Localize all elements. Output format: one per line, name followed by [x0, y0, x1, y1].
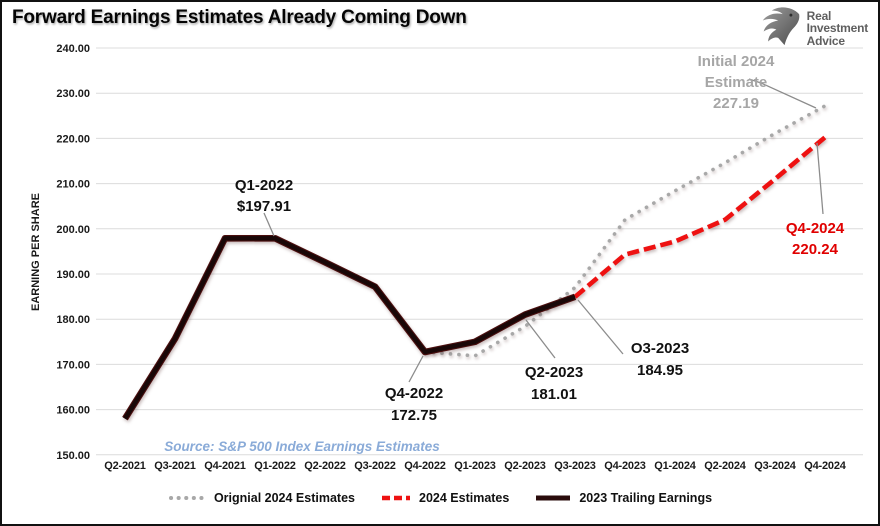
x-tick-label: Q4-2022	[404, 460, 445, 472]
x-tick-label: Q3-2023	[554, 460, 595, 472]
brand-line: Advice	[806, 33, 845, 48]
annotation-q2-2023: Q2-2023 181.01	[525, 364, 583, 403]
annotation-leader-q4-2022	[408, 355, 424, 383]
x-tick-label: Q3-2024	[754, 460, 796, 472]
x-tick-label: Q4-2024	[804, 460, 846, 472]
annotation-initial-2024-estimate: Initial 2024 Estimate 227.19	[698, 53, 775, 112]
y-tick-label: 210.00	[56, 179, 90, 191]
y-tick-label: 240.00	[56, 43, 90, 55]
chart-title: Forward Earnings Estimates Already Comin…	[12, 7, 467, 28]
series-solid	[122, 234, 577, 421]
series-dotted	[423, 104, 827, 358]
y-tick-label: 190.00	[56, 269, 90, 281]
brand-line: Real	[806, 8, 832, 23]
brand-logo: Real Investment Advice	[758, 6, 868, 51]
y-tick-label: 160.00	[56, 405, 90, 417]
x-tick-label: Q2-2024	[704, 460, 746, 472]
x-tick-label: Q2-2023	[504, 460, 545, 472]
legend-label: 2023 Trailing Earnings	[579, 491, 713, 505]
x-tick-label: Q3-2021	[154, 460, 195, 472]
x-tick-label: Q2-2022	[304, 460, 345, 472]
x-tick-label: Q1-2023	[454, 460, 495, 472]
legend-label: Orignial 2024 Estimates	[213, 491, 355, 505]
eagle-icon	[758, 6, 802, 51]
y-tick-label: 230.00	[56, 88, 90, 100]
y-tick-label: 150.00	[56, 450, 90, 462]
annotation-leader-q4-2024	[816, 142, 824, 215]
legend-marker-dotted	[168, 496, 207, 500]
annotation-o3-2023: O3-2023 184.95	[631, 340, 689, 379]
annotation-q4-2024: Q4-2024 220.24	[786, 220, 845, 258]
x-tick-label: Q1-2024	[654, 460, 696, 472]
series-solid-core	[123, 236, 576, 420]
y-tick-label: 180.00	[56, 314, 90, 326]
legend-item-2: 2024 Estimates	[379, 491, 509, 505]
x-tick-label: Q2-2021	[104, 460, 145, 472]
x-tick-label: Q1-2022	[254, 460, 295, 472]
legend-marker-solid	[536, 495, 571, 501]
y-tick-label: 170.00	[56, 359, 90, 371]
x-tick-label: Q4-2021	[204, 460, 245, 472]
series-dashed	[573, 135, 827, 299]
brand-line: Investment	[806, 21, 869, 36]
x-tick-label: Q4-2023	[604, 460, 645, 472]
chart-legend: Orignial 2024 Estimates 2024 Estimates 202…	[2, 491, 878, 505]
x-tick-label: Q3-2022	[354, 460, 395, 472]
legend-item-1: Orignial 2024 Estimates	[168, 491, 355, 505]
legend-label: 2024 Estimates	[419, 491, 510, 505]
source-note: Source: S&P 500 Index Earnings Estimates	[164, 439, 440, 454]
annotation-leader-q2-2023	[525, 319, 556, 359]
annotation-q1-2022: Q1-2022 $197.91	[235, 177, 293, 215]
annotation-leader-q1-2022	[263, 212, 275, 237]
y-tick-label: 200.00	[56, 224, 90, 236]
y-axis-title: EARNING PER SHARE	[30, 193, 42, 311]
legend-item-3: 2023 Trailing Earnings	[533, 491, 712, 505]
brand-name: Real Investment Advice	[806, 8, 869, 48]
annotation-q4-2022: Q4-2022 172.75	[385, 385, 443, 424]
annotation-leader-o3-2023	[577, 299, 624, 355]
annotation-leader-initial-2024-estimate	[748, 78, 817, 109]
y-tick-label: 220.00	[56, 133, 90, 145]
legend-marker-dashed	[382, 495, 410, 501]
